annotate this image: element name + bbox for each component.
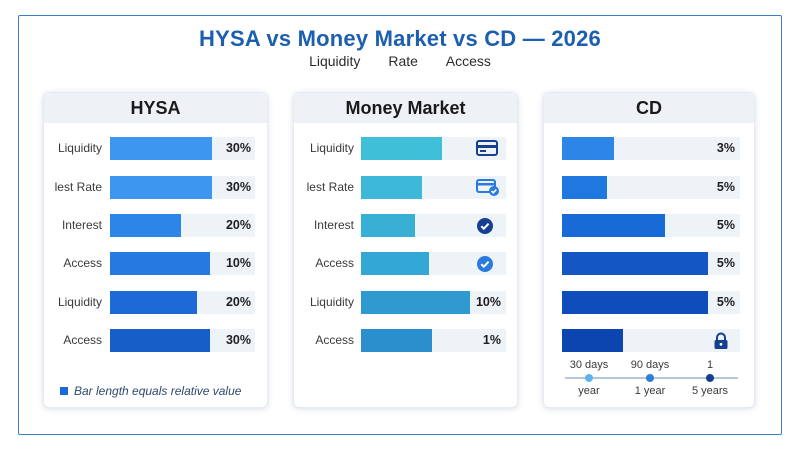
money-market-bar: [361, 176, 422, 199]
money-market-row-label: Liquidity: [309, 141, 354, 155]
hysa-bar-value: 20%: [225, 218, 251, 232]
hysa-bar: [110, 291, 197, 314]
cd-bar: [562, 137, 614, 160]
hysa-bar-value: 10%: [225, 256, 251, 270]
legend-text: Bar length equals relative value: [74, 384, 242, 398]
money-market-bar: [361, 214, 415, 237]
hysa-row-label: Liquidity: [57, 295, 102, 309]
hysa-row-label: Access: [63, 256, 102, 270]
hysa-bar: [110, 329, 210, 352]
money-market-bar: [361, 329, 432, 352]
hysa-row-label: Interest: [61, 218, 102, 232]
hysa-bar-value: 20%: [225, 295, 251, 309]
money-market-row-label: Liquidity: [309, 295, 354, 309]
hysa-row-label: Liquidity: [57, 141, 102, 155]
chart-subtitle: Liquidity Rate Access: [0, 53, 800, 69]
hysa-bar: [110, 252, 210, 275]
panel-title-money-market: Money Market: [294, 93, 517, 123]
lock-icon: [713, 332, 729, 355]
cd-bar-value: 3%: [716, 141, 735, 155]
money-market-bar: [361, 252, 429, 275]
money-market-bar: [361, 137, 442, 160]
hysa-bar: [110, 176, 212, 199]
check-badge-icon: [476, 255, 494, 278]
legend: Bar length equals relative value: [60, 384, 241, 398]
money-market-bar-value: 10%: [475, 295, 501, 309]
cd-bar-value: 5%: [716, 218, 735, 232]
timeline-bottom-label: 5 years: [691, 385, 729, 397]
money-market-bar: [361, 291, 470, 314]
money-market-row-label: Access: [315, 333, 354, 347]
cd-bar-value: 5%: [716, 256, 735, 270]
hysa-bar: [110, 214, 181, 237]
cd-bar: [562, 176, 607, 199]
subtitle-item-access: Access: [445, 53, 491, 69]
timeline-top-label: 30 days: [569, 359, 609, 371]
subtitle-item-rate: Rate: [388, 53, 418, 69]
check-circle-icon: [476, 217, 494, 240]
timeline-top-label: 1: [706, 359, 714, 371]
hysa-row-label: Access: [63, 333, 102, 347]
cd-bar: [562, 329, 623, 352]
subtitle-item-liquidity: Liquidity: [309, 53, 361, 69]
card-check-icon: [476, 179, 500, 202]
money-market-row-label: lest Rate: [306, 180, 354, 194]
timeline-bottom-label: 1 year: [634, 385, 666, 397]
hysa-bar-value: 30%: [225, 333, 251, 347]
timeline-top-label: 90 days: [630, 359, 670, 371]
timeline-bottom-label: year: [578, 385, 600, 397]
legend-swatch: [60, 387, 68, 395]
panel-title-cd: CD: [544, 93, 754, 123]
money-market-row-label: Access: [315, 256, 354, 270]
hysa-bar-value: 30%: [225, 180, 251, 194]
hysa-row-label: lest Rate: [54, 180, 102, 194]
hysa-bar: [110, 137, 212, 160]
cd-bar: [562, 291, 708, 314]
chart-title: HYSA vs Money Market vs CD — 2026: [199, 26, 601, 51]
hysa-bar-value: 30%: [225, 141, 251, 155]
cd-bar-value: 5%: [716, 295, 735, 309]
panel-title-hysa: HYSA: [44, 93, 267, 123]
cd-bar: [562, 214, 665, 237]
card-icon: [476, 140, 498, 161]
cd-bar: [562, 252, 708, 275]
cd-bar-value: 5%: [716, 180, 735, 194]
money-market-row-label: Interest: [313, 218, 354, 232]
money-market-bar-value: 1%: [482, 333, 501, 347]
